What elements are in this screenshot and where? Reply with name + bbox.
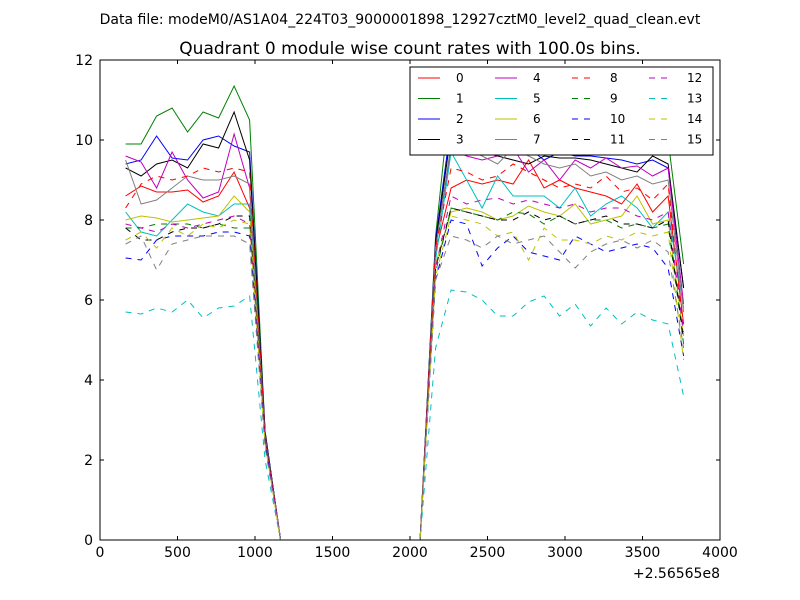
x-tick-label: 4000 [702, 545, 738, 561]
x-tick-label: 3000 [547, 545, 583, 561]
series-line-15 [125, 235, 685, 540]
legend-label-11: 11 [610, 133, 625, 147]
series-line-12 [125, 195, 685, 540]
series-line-7 [125, 143, 685, 540]
x-offset-label: +2.56565e8 [633, 566, 720, 582]
x-tick-label: 1500 [315, 545, 351, 561]
legend-label-13: 13 [687, 92, 702, 106]
series-line-8 [125, 163, 685, 540]
x-tick-label: 1000 [237, 545, 273, 561]
x-tick-label: 3500 [625, 545, 661, 561]
series-line-10 [125, 219, 685, 540]
y-tick-label: 2 [84, 453, 93, 469]
x-tick-label: 2500 [470, 545, 506, 561]
legend-label-5: 5 [533, 92, 541, 106]
x-tick-label: 500 [164, 545, 191, 561]
chart-suptitle: Data file: modeM0/AS1A04_224T03_90000018… [100, 12, 701, 28]
x-tick-label: 2000 [392, 545, 428, 561]
series-line-4 [125, 132, 685, 540]
legend-label-10: 10 [610, 112, 625, 126]
y-tick-label: 4 [84, 373, 93, 389]
legend-label-0: 0 [456, 71, 464, 85]
y-tick-label: 6 [84, 293, 93, 309]
y-tick-label: 8 [84, 213, 93, 229]
series-line-6 [125, 195, 685, 540]
series-line-9 [125, 207, 685, 540]
legend-label-4: 4 [533, 71, 541, 85]
chart-title: Quadrant 0 module wise count rates with … [179, 39, 640, 59]
legend-label-2: 2 [456, 112, 464, 126]
legend-label-1: 1 [456, 92, 464, 106]
legend-label-3: 3 [456, 133, 464, 147]
x-tick-label: 0 [96, 545, 105, 561]
series-line-3 [125, 110, 685, 540]
y-tick-label: 0 [84, 533, 93, 549]
legend-label-8: 8 [610, 71, 618, 85]
legend-box [409, 66, 714, 156]
legend-label-12: 12 [687, 71, 702, 85]
series-line-14 [125, 215, 685, 540]
legend-label-6: 6 [533, 112, 541, 126]
axes: 0 500 1000 1500 2000 2500 3000 3500 400002468101… [75, 53, 738, 561]
legend-label-14: 14 [687, 112, 702, 126]
series-line-5 [125, 150, 685, 540]
series-line-13 [125, 289, 685, 540]
y-tick-label: 12 [75, 53, 93, 69]
y-tick-label: 10 [75, 133, 93, 149]
legend-label-9: 9 [610, 92, 618, 106]
legend-label-15: 15 [687, 133, 702, 147]
series-line-2 [125, 122, 685, 540]
series-line-0 [125, 159, 685, 540]
legend-label-7: 7 [533, 133, 541, 147]
series-line-11 [125, 207, 685, 540]
